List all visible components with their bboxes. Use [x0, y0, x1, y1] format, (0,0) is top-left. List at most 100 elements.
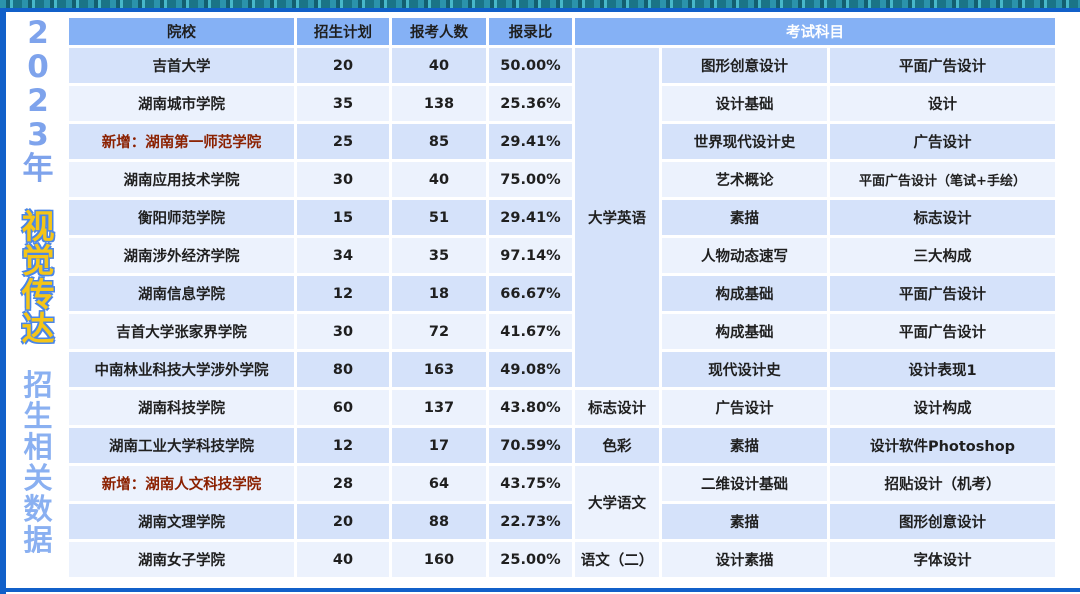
title-year-char: 0 [27, 49, 49, 85]
subject-a-cell: 设计素描 [662, 542, 827, 577]
subject-a-cell: 二维设计基础 [662, 466, 827, 501]
subject-a-cell: 素描 [662, 200, 827, 235]
title-program-char: 达 [21, 309, 55, 348]
plan-cell: 34 [297, 238, 389, 273]
table-row: 湖南女子学院 40 160 25.00% 语文（二） 设计素描 字体设计 [69, 542, 1056, 577]
ratio-cell: 49.08% [489, 352, 572, 387]
title-year-char: 3 [27, 117, 49, 153]
subject-a-cell: 构成基础 [662, 314, 827, 349]
table-row: 湖南文理学院 20 88 22.73% 素描 图形创意设计 [69, 504, 1056, 539]
subject-a-cell: 现代设计史 [662, 352, 827, 387]
title-year: 2 0 2 3 年 [23, 16, 54, 186]
school-cell: 湖南工业大学科技学院 [69, 428, 294, 463]
ratio-cell: 22.73% [489, 504, 572, 539]
applicants-cell: 40 [392, 162, 486, 197]
title-program: 视 觉 传 达 [22, 210, 55, 346]
subject-a-cell: 素描 [662, 504, 827, 539]
plan-cell: 60 [297, 390, 389, 425]
subject-b-cell: 设计构成 [830, 390, 1056, 425]
header-school: 院校 [69, 18, 294, 45]
subject-a-cell: 设计基础 [662, 86, 827, 121]
subject-a-cell: 图形创意设计 [662, 48, 827, 83]
table-row: 新增：湖南人文科技学院 28 64 43.75% 大学语文 二维设计基础 招贴设… [69, 466, 1056, 539]
school-cell-new-highlighted: 新增：湖南第一师范学院 [69, 124, 294, 159]
title-subtitle: 招 生 相 关 数 据 [23, 370, 52, 556]
table-row: 湖南涉外经济学院 34 35 97.14% 人物动态速写 三大构成 [69, 238, 1056, 273]
subject-a-cell: 人物动态速写 [662, 238, 827, 273]
plan-cell: 12 [297, 428, 389, 463]
applicants-cell: 88 [392, 504, 486, 539]
ratio-cell: 66.67% [489, 276, 572, 311]
plan-cell: 30 [297, 162, 389, 197]
table-row: 衡阳师范学院 15 51 29.41% 素描 标志设计 [69, 200, 1056, 235]
subject-b-cell: 设计 [830, 86, 1056, 121]
slide-top-texture [0, 0, 1080, 8]
ratio-cell: 75.00% [489, 162, 572, 197]
subject-a-cell: 广告设计 [662, 390, 827, 425]
subject-b-cell: 设计软件Photoshop [830, 428, 1056, 463]
title-subtitle-char: 相 [23, 430, 53, 464]
subject-b-cell: 三大构成 [830, 238, 1056, 273]
applicants-cell: 85 [392, 124, 486, 159]
table-row: 中南林业科技大学涉外学院 80 163 49.08% 现代设计史 设计表现1 [69, 352, 1056, 387]
table-row: 湖南应用技术学院 30 40 75.00% 艺术概论 平面广告设计（笔试+手绘） [69, 162, 1056, 197]
header-exam-subjects: 考试科目 [575, 18, 1056, 45]
applicants-cell: 160 [392, 542, 486, 577]
school-cell: 吉首大学张家界学院 [69, 314, 294, 349]
table-row: 湖南工业大学科技学院 12 17 70.59% 色彩 素描 设计软件Photos… [69, 428, 1056, 463]
ratio-cell: 29.41% [489, 124, 572, 159]
subject-b-cell: 字体设计 [830, 542, 1056, 577]
plan-cell: 12 [297, 276, 389, 311]
ratio-cell: 43.80% [489, 390, 572, 425]
plan-cell: 28 [297, 466, 389, 501]
plan-cell: 40 [297, 542, 389, 577]
school-cell: 吉首大学 [69, 48, 294, 83]
applicants-cell: 17 [392, 428, 486, 463]
table-row: 吉首大学张家界学院 30 72 41.67% 构成基础 平面广告设计 [69, 314, 1056, 349]
plan-cell: 80 [297, 352, 389, 387]
applicants-cell: 40 [392, 48, 486, 83]
subject-b-cell: 广告设计 [830, 124, 1056, 159]
subject-b-cell: 平面广告设计（笔试+手绘） [830, 162, 1056, 197]
school-cell: 湖南应用技术学院 [69, 162, 294, 197]
ratio-cell: 29.41% [489, 200, 572, 235]
header-ratio: 报录比 [489, 18, 572, 45]
subject-b-cell: 图形创意设计 [830, 504, 1056, 539]
table-row: 湖南信息学院 12 18 66.67% 构成基础 平面广告设计 [69, 276, 1056, 311]
ratio-cell: 50.00% [489, 48, 572, 83]
title-subtitle-char: 数 [23, 492, 53, 526]
title-program-char: 视 [21, 207, 55, 246]
subject-1-cell: 色彩 [575, 428, 659, 463]
title-subtitle-char: 招 [23, 368, 53, 402]
table-row: 吉首大学 20 40 50.00% 大学英语 图形创意设计 平面广告设计 [69, 48, 1056, 387]
table-header-row: 院校 招生计划 报考人数 报录比 考试科目 [69, 18, 1056, 45]
plan-cell: 35 [297, 86, 389, 121]
header-applicants: 报考人数 [392, 18, 486, 45]
merged-subject-chinese-cell: 大学语文 [575, 466, 659, 539]
ratio-cell: 25.36% [489, 86, 572, 121]
applicants-cell: 64 [392, 466, 486, 501]
subject-1-cell: 语文（二） [575, 542, 659, 577]
school-cell: 湖南涉外经济学院 [69, 238, 294, 273]
header-plan: 招生计划 [297, 18, 389, 45]
applicants-cell: 72 [392, 314, 486, 349]
title-year-char: 年 [22, 151, 54, 187]
title-subtitle-char: 关 [23, 461, 53, 495]
subject-b-cell: 平面广告设计 [830, 276, 1056, 311]
applicants-cell: 35 [392, 238, 486, 273]
school-cell: 衡阳师范学院 [69, 200, 294, 235]
table-row: 湖南科技学院 60 137 43.80% 标志设计 广告设计 设计构成 [69, 390, 1056, 425]
school-cell: 中南林业科技大学涉外学院 [69, 352, 294, 387]
subject-b-cell: 平面广告设计 [830, 314, 1056, 349]
subject-b-cell: 设计表现1 [830, 352, 1056, 387]
ratio-cell: 41.67% [489, 314, 572, 349]
plan-cell: 15 [297, 200, 389, 235]
plan-cell: 20 [297, 504, 389, 539]
table-row: 新增：湖南第一师范学院 25 85 29.41% 世界现代设计史 广告设计 [69, 124, 1056, 159]
subject-a-cell: 世界现代设计史 [662, 124, 827, 159]
subject-1-cell: 标志设计 [575, 390, 659, 425]
title-year-char: 2 [27, 15, 49, 51]
slide-border-left [0, 8, 6, 594]
school-cell: 湖南女子学院 [69, 542, 294, 577]
title-program-char: 觉 [21, 241, 55, 280]
